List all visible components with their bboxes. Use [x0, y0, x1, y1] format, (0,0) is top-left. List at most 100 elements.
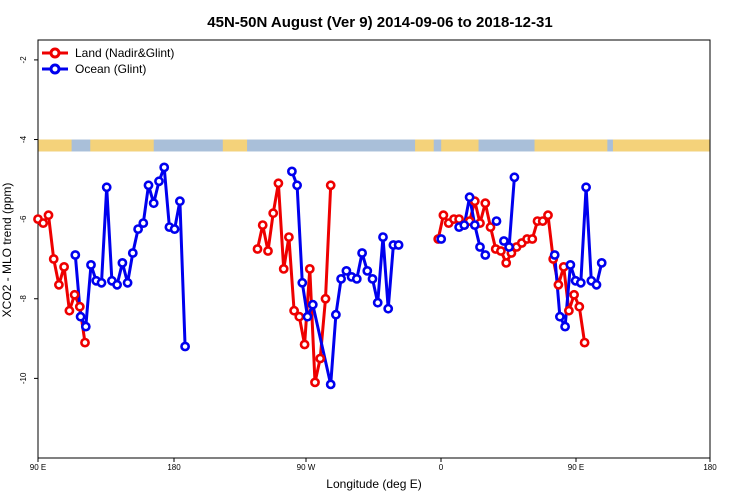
series-land-point: [48, 254, 59, 264]
y-tick-label: -10: [19, 372, 28, 384]
series-ocean-point: [286, 166, 297, 177]
series-ocean-point: [491, 216, 502, 226]
series-ocean-point: [378, 232, 388, 242]
series-ocean-point: [75, 311, 86, 322]
chart-title: 45N-50N August (Ver 9) 2014-09-06 to 201…: [207, 14, 552, 31]
x-tick-label: 180: [703, 463, 717, 472]
y-tick-label: -6: [19, 215, 28, 223]
y-tick-label: -4: [19, 135, 28, 143]
series-land-point: [80, 337, 90, 348]
series-land-point: [480, 198, 491, 209]
series-land-point: [294, 311, 305, 322]
series-land-point: [315, 353, 326, 364]
series-land-point: [59, 261, 69, 272]
series-ocean-point: [302, 311, 313, 322]
series-land-point: [485, 222, 496, 232]
series-ocean-point: [96, 277, 107, 288]
series-ocean-point: [154, 176, 164, 187]
series-land-point: [537, 216, 548, 226]
series-ocean-point: [112, 279, 122, 290]
series-ocean-point: [174, 196, 185, 207]
series-ocean-point: [80, 321, 91, 332]
map-strip: [38, 139, 710, 152]
series-ocean-point: [509, 172, 520, 183]
series-ocean-point: [148, 198, 159, 209]
series-ocean-point: [127, 248, 138, 258]
series-ocean-line: [73, 165, 187, 347]
series-ocean-point: [122, 277, 133, 288]
y-tick-label: -2: [19, 56, 28, 64]
series-ocean-point: [143, 180, 154, 191]
map-strip-land: [415, 139, 434, 152]
series-layer: [33, 162, 607, 390]
series-land-point: [325, 180, 336, 191]
x-tick-label: 180: [167, 463, 181, 472]
series-land-point: [257, 220, 268, 230]
series-ocean-point: [560, 321, 570, 332]
series-ocean-point: [101, 182, 112, 193]
series-land-point: [263, 246, 273, 256]
map-strip-land: [534, 139, 608, 152]
series-land-point: [543, 210, 553, 221]
series-land-point: [283, 232, 294, 242]
series-land-point: [304, 263, 315, 274]
series-land-point: [579, 337, 590, 348]
series-ocean-point: [504, 242, 514, 252]
series-ocean-point: [362, 265, 373, 276]
series-ocean-point: [475, 242, 485, 252]
series-land-point: [564, 305, 574, 316]
series-ocean-point: [330, 309, 341, 320]
x-axis: 90 E 180 90 W 0 90 E 180: [30, 458, 717, 472]
x-tick-label: 90 E: [568, 463, 584, 472]
series-ocean-point: [464, 192, 475, 203]
series-land-point: [38, 218, 49, 228]
series-ocean-point: [297, 277, 308, 288]
series-ocean-point: [393, 240, 404, 250]
series-ocean-point: [436, 234, 447, 244]
y-axis-label: XCO2 - MLO trend (ppm): [0, 183, 14, 318]
series-ocean-point: [292, 180, 302, 191]
series-ocean-point: [70, 250, 81, 260]
series-ocean-point: [549, 250, 560, 260]
series-land-point: [501, 257, 512, 268]
x-tick-label: 90 W: [297, 463, 316, 472]
series-ocean-point: [133, 224, 143, 234]
series-ocean-point: [341, 265, 352, 276]
series-ocean-point: [383, 303, 394, 314]
series-land-point: [289, 305, 299, 316]
series-land-point: [310, 377, 320, 388]
x-tick-label: 90 E: [30, 463, 46, 472]
series-land-point: [43, 210, 54, 221]
series-ocean-point: [591, 279, 602, 290]
series-ocean-point: [180, 341, 190, 352]
map-strip-land: [612, 139, 710, 152]
legend-land-marker: [49, 47, 61, 59]
x-axis-label: Longitude (deg E): [326, 477, 421, 491]
map-strip-land: [90, 139, 154, 152]
series-land-point: [320, 293, 331, 304]
series-ocean-point: [565, 259, 576, 270]
series-ocean-point: [459, 220, 470, 230]
series-ocean-point: [336, 273, 346, 284]
series-ocean-point: [86, 259, 96, 270]
legend-ocean-label: Ocean (Glint): [75, 62, 146, 76]
series-land-point: [299, 339, 310, 350]
series-land-point: [54, 279, 64, 290]
series-land-point: [553, 279, 564, 290]
map-strip-land: [222, 139, 248, 152]
legend-ocean-marker: [49, 63, 61, 75]
series-ocean-point: [351, 273, 362, 284]
map-strip-land: [38, 139, 72, 152]
series-ocean-point: [367, 273, 378, 284]
y-axis: -2 -4 -6 -8 -10: [19, 56, 38, 384]
series-land-point: [64, 305, 75, 316]
series-land-point: [527, 234, 538, 244]
series-land-point: [278, 263, 289, 274]
series-ocean-point: [555, 311, 565, 322]
series-ocean-point: [117, 257, 128, 268]
legend: Land (Nadir&Glint) Ocean (Glint): [42, 46, 174, 76]
series-land-point: [495, 246, 506, 256]
series-land-point: [268, 208, 279, 219]
series-ocean-point: [581, 182, 591, 193]
